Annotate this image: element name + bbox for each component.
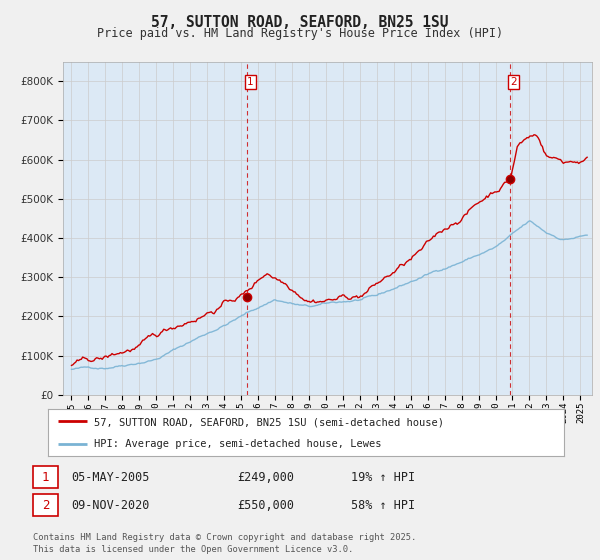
Text: Price paid vs. HM Land Registry's House Price Index (HPI): Price paid vs. HM Land Registry's House …	[97, 27, 503, 40]
Text: 58% ↑ HPI: 58% ↑ HPI	[351, 498, 415, 512]
Text: £550,000: £550,000	[237, 498, 294, 512]
Text: 2: 2	[42, 498, 49, 512]
Text: 57, SUTTON ROAD, SEAFORD, BN25 1SU (semi-detached house): 57, SUTTON ROAD, SEAFORD, BN25 1SU (semi…	[94, 417, 445, 427]
Text: 05-MAY-2005: 05-MAY-2005	[71, 470, 149, 484]
Text: Contains HM Land Registry data © Crown copyright and database right 2025.
This d: Contains HM Land Registry data © Crown c…	[33, 533, 416, 554]
Text: 1: 1	[247, 77, 254, 87]
Text: 19% ↑ HPI: 19% ↑ HPI	[351, 470, 415, 484]
Text: HPI: Average price, semi-detached house, Lewes: HPI: Average price, semi-detached house,…	[94, 439, 382, 449]
Text: 2: 2	[510, 77, 517, 87]
Text: 09-NOV-2020: 09-NOV-2020	[71, 498, 149, 512]
Text: 57, SUTTON ROAD, SEAFORD, BN25 1SU: 57, SUTTON ROAD, SEAFORD, BN25 1SU	[151, 15, 449, 30]
Text: £249,000: £249,000	[237, 470, 294, 484]
Text: 1: 1	[42, 470, 49, 484]
